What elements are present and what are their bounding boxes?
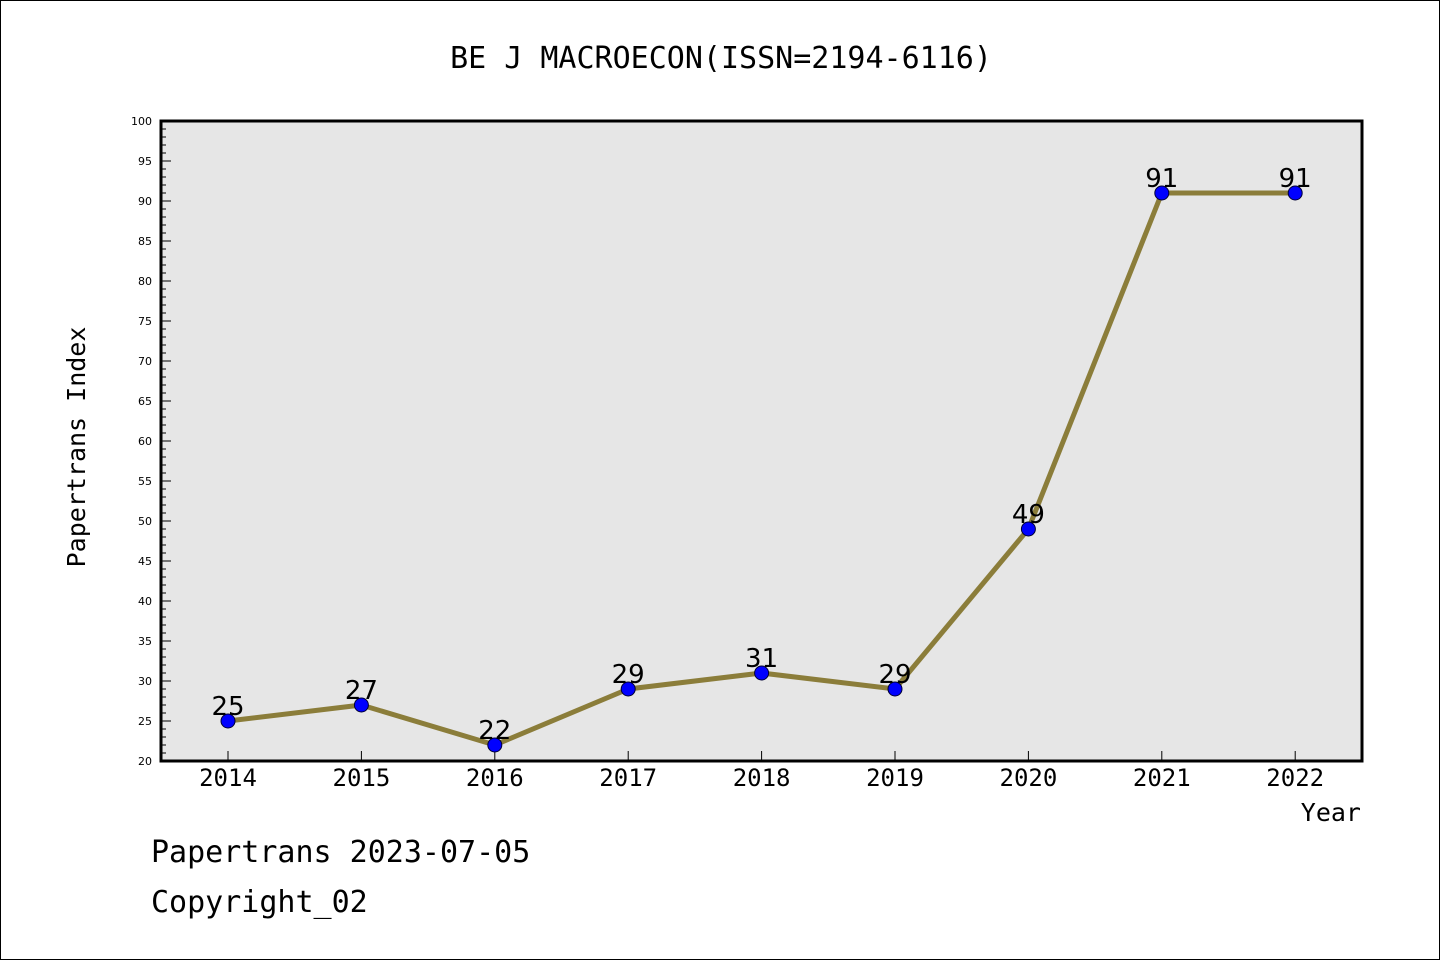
data-label: 91 bbox=[1279, 164, 1312, 194]
y-tick-label: 50 bbox=[138, 515, 152, 528]
y-tick-label: 80 bbox=[138, 275, 152, 288]
data-label: 31 bbox=[745, 644, 778, 674]
y-tick-label: 55 bbox=[138, 475, 152, 488]
footer-date: Papertrans 2023-07-05 bbox=[151, 835, 531, 870]
data-point bbox=[353, 697, 369, 713]
y-tick-label: 45 bbox=[138, 555, 152, 568]
plot-frame bbox=[159, 119, 1364, 763]
data-label: 29 bbox=[612, 660, 645, 690]
data-point bbox=[220, 713, 236, 729]
x-tick-label: 2018 bbox=[733, 764, 791, 792]
y-tick-label: 40 bbox=[138, 595, 152, 608]
data-label: 22 bbox=[478, 716, 511, 746]
y-tick-label: 60 bbox=[138, 435, 152, 448]
x-tick-label: 2022 bbox=[1266, 764, 1324, 792]
y-tick-label: 35 bbox=[138, 635, 152, 648]
data-label: 27 bbox=[345, 676, 378, 706]
y-tick-label: 25 bbox=[138, 715, 152, 728]
x-tick-label: 2017 bbox=[599, 764, 657, 792]
y-tick-label: 20 bbox=[138, 755, 152, 768]
data-label: 91 bbox=[1145, 164, 1178, 194]
plot-area bbox=[161, 121, 1362, 761]
x-tick-label: 2021 bbox=[1133, 764, 1191, 792]
y-tick-label: 95 bbox=[138, 155, 152, 168]
data-labels: 25 27 22 29 31 29 49 91 91 bbox=[211, 164, 1311, 746]
y-tick-label: 90 bbox=[138, 195, 152, 208]
data-point bbox=[1020, 521, 1036, 537]
data-point bbox=[754, 665, 770, 681]
data-label: 29 bbox=[878, 660, 911, 690]
x-axis-ticks: 2014 2015 2016 2017 2018 2019 2020 2021 2022 bbox=[199, 751, 1324, 792]
data-point bbox=[1154, 185, 1170, 201]
data-point bbox=[1287, 185, 1303, 201]
chart-title: BE J MACROECON(ISSN=2194-6116) bbox=[450, 41, 992, 76]
y-tick-label: 75 bbox=[138, 315, 152, 328]
x-axis-label: Year bbox=[1301, 798, 1361, 827]
y-axis-label: Papertrans Index bbox=[62, 327, 91, 568]
x-tick-label: 2014 bbox=[199, 764, 257, 792]
data-point bbox=[887, 681, 903, 697]
y-tick-label: 30 bbox=[138, 675, 152, 688]
data-label: 49 bbox=[1012, 500, 1045, 530]
y-axis-ticks: 20 25 30 35 40 45 50 55 60 65 70 75 80 85 90 95 100 bbox=[131, 115, 171, 768]
footer-copyright: Copyright_02 bbox=[151, 885, 368, 920]
y-tick-label: 85 bbox=[138, 235, 152, 248]
x-tick-label: 2015 bbox=[333, 764, 391, 792]
y-tick-label: 70 bbox=[138, 355, 152, 368]
data-point bbox=[487, 737, 503, 753]
x-tick-label: 2016 bbox=[466, 764, 524, 792]
x-tick-label: 2019 bbox=[866, 764, 924, 792]
data-label: 25 bbox=[211, 692, 244, 722]
data-point bbox=[620, 681, 636, 697]
y-tick-label: 100 bbox=[131, 115, 152, 128]
series-markers bbox=[220, 185, 1303, 753]
x-tick-label: 2020 bbox=[1000, 764, 1058, 792]
y-tick-label: 65 bbox=[138, 395, 152, 408]
